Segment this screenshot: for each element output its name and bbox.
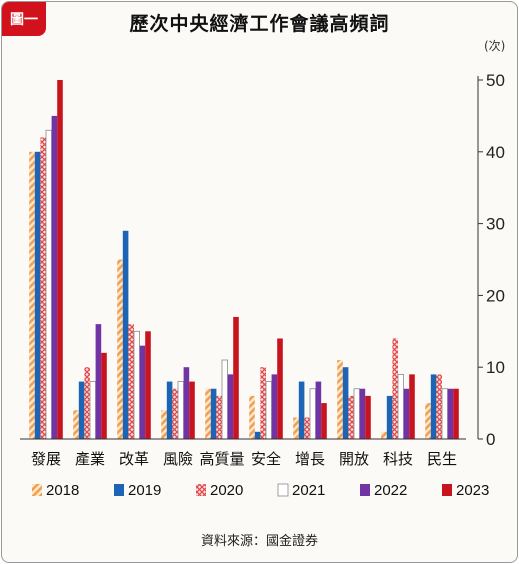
bar-2018-3 <box>161 410 167 439</box>
bar-2018-4 <box>205 388 211 439</box>
bar-2019-1 <box>78 381 85 439</box>
bar-2020-7 <box>348 395 354 439</box>
bar-2018-5 <box>249 395 255 439</box>
bar-2022-7 <box>359 388 366 439</box>
bar-2020-0 <box>40 137 46 439</box>
y-tick-label: 30 <box>486 215 505 234</box>
legend-swatch-2020 <box>196 484 206 496</box>
chart-title: 歷次中央經濟工作會議高頻詞 <box>129 13 390 35</box>
bar-2022-5 <box>271 374 278 439</box>
bar-2019-5 <box>254 431 261 439</box>
bar-2021-3 <box>177 381 184 440</box>
bar-2020-2 <box>128 324 134 439</box>
bar-2023-4 <box>233 316 239 439</box>
bar-2021-2 <box>133 330 140 440</box>
bar-2020-8 <box>392 338 398 439</box>
source-note: 資料來源：國金證券 <box>200 534 318 549</box>
bar-2020-3 <box>172 388 178 439</box>
x-tick-label: 風險 <box>163 450 193 468</box>
legend-label-2022: 2022 <box>374 482 407 499</box>
y-tick-label: 0 <box>486 430 495 449</box>
bar-2023-0 <box>57 80 63 439</box>
bar-2021-8 <box>397 373 404 440</box>
legend-swatch-2022 <box>360 484 370 496</box>
x-tick-label: 科技 <box>383 450 413 468</box>
x-tick-label: 高質量 <box>199 450 244 468</box>
bar-2021-6 <box>309 388 316 440</box>
bar-2022-6 <box>315 381 322 439</box>
x-tick-label: 增長 <box>295 450 325 468</box>
legend-label-2018: 2018 <box>46 482 79 499</box>
x-tick-label: 安全 <box>251 450 281 468</box>
bar-2018-8 <box>381 431 387 439</box>
x-tick-label: 改革 <box>119 450 149 468</box>
legend-label-2020: 2020 <box>210 482 243 499</box>
bar-2022-9 <box>447 388 454 439</box>
bar-2022-8 <box>403 388 410 439</box>
y-tick-label: 50 <box>486 71 505 90</box>
bar-2018-6 <box>293 417 299 439</box>
bar-2023-6 <box>321 403 327 439</box>
bar-2018-2 <box>117 259 123 439</box>
legend-label-2021: 2021 <box>292 482 325 499</box>
bar-2020-6 <box>304 417 310 439</box>
legend-swatch-2018 <box>32 484 42 496</box>
bar-2021-5 <box>265 381 272 440</box>
x-tick-label: 產業 <box>75 450 105 468</box>
bar-2020-4 <box>216 395 222 439</box>
bar-2021-0 <box>45 129 52 440</box>
bar-2021-7 <box>353 388 360 440</box>
bar-2019-0 <box>34 151 41 440</box>
legend-label-2019: 2019 <box>128 482 161 499</box>
bar-2020-5 <box>260 367 266 439</box>
bar-2019-8 <box>386 395 393 439</box>
bar-2020-9 <box>436 374 442 439</box>
bar-2019-2 <box>122 230 129 439</box>
bar-2023-2 <box>145 331 151 439</box>
x-tick-label: 開放 <box>339 450 369 468</box>
bar-2023-3 <box>189 381 195 439</box>
bar-2019-4 <box>210 388 217 439</box>
bar-2020-1 <box>84 367 90 439</box>
bar-2022-0 <box>51 115 58 440</box>
y-tick-label: 10 <box>486 358 505 377</box>
bar-2018-0 <box>29 151 35 440</box>
legend-swatch-2023 <box>442 484 452 496</box>
bar-2023-9 <box>453 388 459 439</box>
bar-2021-1 <box>89 381 96 440</box>
bar-2023-5 <box>277 338 283 439</box>
bar-2018-1 <box>73 410 79 439</box>
bar-2023-8 <box>409 374 415 439</box>
figure-badge: 圖一 <box>2 2 46 36</box>
bar-2018-9 <box>425 403 431 439</box>
bar-2019-3 <box>166 381 173 439</box>
legend-swatch-2021 <box>277 483 289 497</box>
legend-label-2023: 2023 <box>456 482 489 499</box>
bar-2021-9 <box>441 388 448 440</box>
bar-2019-7 <box>342 367 349 439</box>
bar-2022-4 <box>227 374 234 439</box>
x-tick-label: 民生 <box>427 450 457 468</box>
bar-2022-1 <box>95 324 102 439</box>
y-unit-label: (次) <box>484 39 505 53</box>
y-tick-label: 40 <box>486 143 505 162</box>
bar-2019-6 <box>298 381 305 439</box>
legend-swatch-2019 <box>114 484 124 496</box>
bar-2022-3 <box>183 367 190 439</box>
bar-2023-1 <box>101 352 107 439</box>
bar-2022-2 <box>139 345 146 439</box>
bar-2021-4 <box>221 359 228 440</box>
y-tick-label: 20 <box>486 286 505 305</box>
bar-2018-7 <box>337 360 343 439</box>
bar-2023-7 <box>365 395 371 439</box>
x-tick-label: 發展 <box>31 450 61 468</box>
bar-2019-9 <box>430 374 437 439</box>
